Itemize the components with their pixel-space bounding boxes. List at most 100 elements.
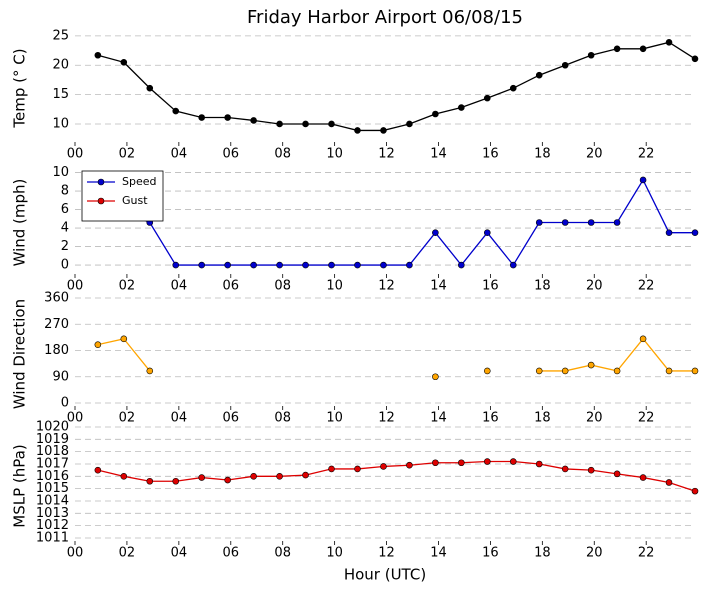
data-point [328, 261, 335, 269]
x-tick-label: 14 [430, 279, 447, 294]
y-tick-label: 1011 [36, 530, 69, 545]
x-tick-label: 20 [586, 279, 603, 294]
legend-marker [97, 178, 105, 186]
y-axis-label: MSLP (hPa) [11, 444, 29, 527]
y-tick-label: 0 [61, 258, 69, 273]
data-point [406, 261, 413, 269]
data-point [146, 477, 154, 485]
x-tick-label: 16 [482, 546, 499, 561]
x-tick-label: 06 [223, 147, 240, 162]
x-tick-label: 02 [119, 279, 136, 294]
x-tick-label: 18 [534, 546, 551, 561]
x-tick-label: 14 [430, 546, 447, 561]
data-point [250, 261, 257, 269]
data-point [380, 261, 387, 269]
data-point [639, 176, 647, 184]
data-point [120, 335, 128, 343]
data-point [483, 458, 491, 465]
data-point [587, 361, 595, 369]
y-tick-label: 1012 [36, 518, 69, 533]
x-tick-label: 08 [274, 279, 291, 294]
x-tick-label: 10 [326, 411, 343, 426]
data-point [535, 460, 543, 468]
x-tick-label: 12 [378, 147, 395, 162]
data-point [691, 487, 699, 495]
x-tick-label: 10 [326, 147, 343, 162]
data-point [535, 367, 543, 375]
data-point [483, 229, 491, 236]
data-point [146, 84, 154, 92]
x-tick-label: 08 [274, 411, 291, 426]
data-point [380, 463, 387, 470]
x-tick-label: 00 [67, 147, 84, 162]
x-tick-label: 12 [378, 279, 395, 294]
data-point [535, 71, 543, 79]
chart-title: Friday Harbor Airport 06/08/15 [247, 7, 523, 28]
x-tick-label: 14 [430, 147, 447, 162]
data-point [665, 479, 673, 486]
x-tick-label: 20 [586, 546, 603, 561]
data-point [94, 466, 102, 474]
data-point [406, 120, 413, 128]
data-point [561, 61, 569, 69]
data-point [509, 84, 517, 92]
x-tick-label: 06 [223, 546, 240, 561]
data-point [94, 341, 102, 348]
data-point [302, 261, 309, 269]
x-tick-label: 20 [586, 147, 603, 162]
data-point [172, 261, 180, 269]
y-tick-label: 20 [52, 58, 69, 73]
y-tick-label: 2 [61, 239, 69, 254]
data-point [432, 373, 439, 381]
data-point [354, 261, 361, 269]
x-tick-label: 12 [378, 546, 395, 561]
data-point [458, 104, 465, 111]
data-point [172, 107, 180, 115]
data-point [587, 466, 595, 474]
data-point [639, 474, 647, 481]
data-point [354, 127, 361, 134]
x-tick-label: 00 [67, 279, 84, 294]
y-tick-label: 270 [44, 317, 69, 332]
data-point [302, 471, 309, 479]
series-line [97, 460, 696, 492]
x-tick-label: 00 [67, 411, 84, 426]
data-point [665, 229, 673, 236]
y-axis-label: Wind (mph) [11, 179, 29, 267]
y-tick-label: 1013 [36, 506, 69, 521]
data-point [561, 367, 569, 375]
data-point [535, 219, 543, 226]
y-tick-label: 360 [44, 291, 69, 306]
x-tick-label: 12 [378, 411, 395, 426]
y-tick-label: 1020 [36, 420, 69, 435]
x-tick-label: 16 [482, 279, 499, 294]
x-tick-label: 04 [171, 147, 188, 162]
data-point [458, 261, 465, 269]
data-point [250, 473, 257, 480]
x-tick-label: 02 [119, 411, 136, 426]
y-tick-label: 10 [52, 116, 69, 131]
data-point [483, 367, 491, 375]
x-tick-label: 00 [67, 546, 84, 561]
data-point [198, 114, 206, 121]
data-point [613, 45, 621, 53]
x-tick-label: 08 [274, 546, 291, 561]
y-tick-label: 1014 [36, 493, 69, 508]
x-tick-label: 20 [586, 411, 603, 426]
data-point [587, 219, 595, 226]
legend-marker [97, 197, 105, 205]
y-tick-label: 4 [61, 221, 69, 236]
data-point [509, 261, 517, 269]
series-line [97, 338, 151, 372]
data-point [432, 110, 439, 118]
data-point [120, 59, 128, 66]
y-tick-label: 0 [61, 396, 69, 411]
data-point [613, 367, 621, 375]
legend-box [81, 170, 164, 222]
x-tick-label: 18 [534, 147, 551, 162]
data-point [94, 51, 102, 59]
x-tick-label: 02 [119, 147, 136, 162]
data-point [613, 470, 621, 478]
x-tick-label: 04 [171, 546, 188, 561]
